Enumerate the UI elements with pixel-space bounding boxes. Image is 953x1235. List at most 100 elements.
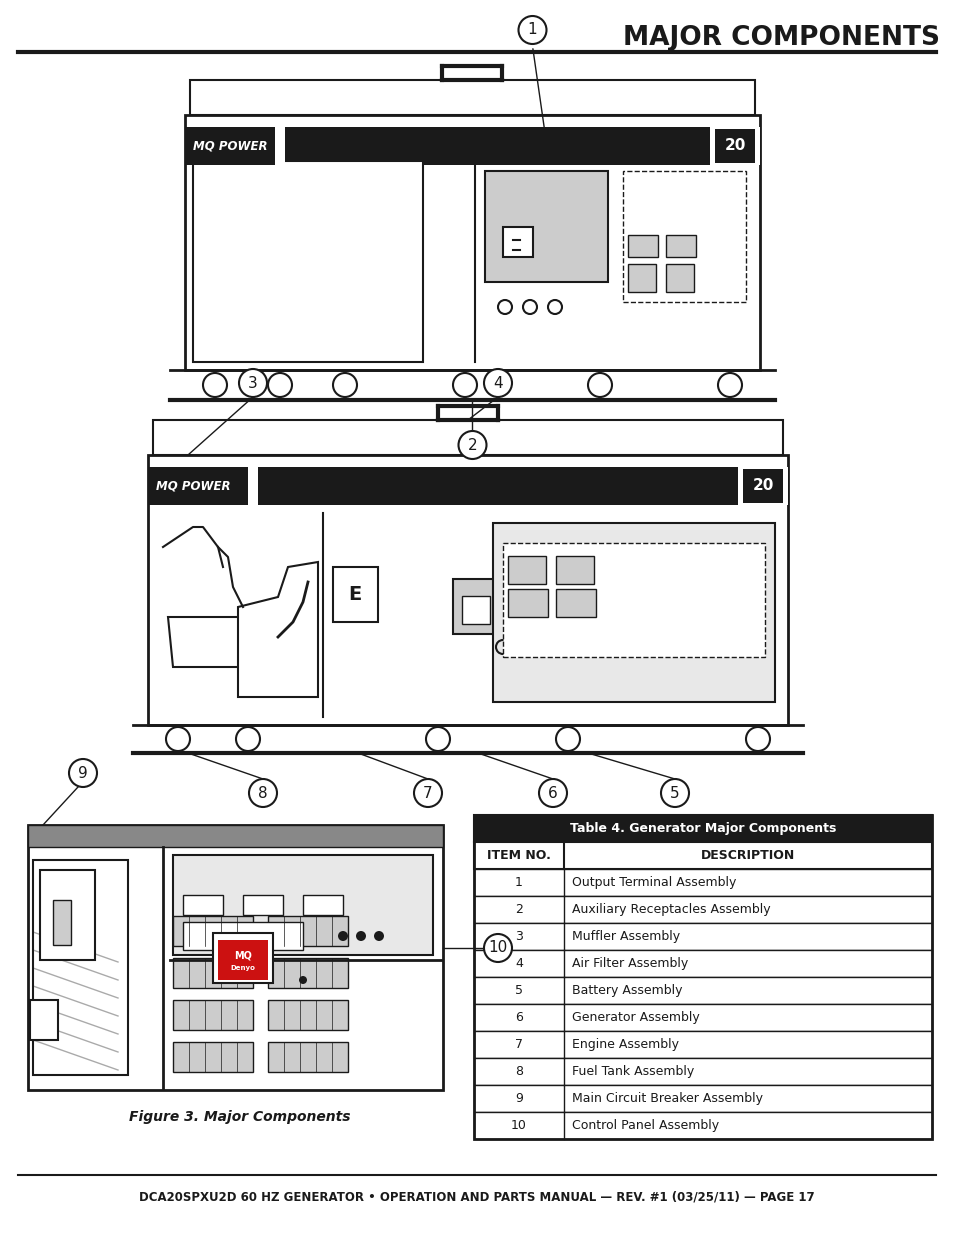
- Text: Battery Assembly: Battery Assembly: [572, 984, 681, 997]
- Bar: [148, 467, 248, 505]
- Bar: [190, 80, 754, 115]
- Bar: [268, 916, 348, 946]
- Polygon shape: [237, 562, 317, 697]
- Circle shape: [426, 727, 450, 751]
- Text: Table 4. Generator Major Components: Table 4. Generator Major Components: [569, 823, 836, 835]
- Bar: [474, 842, 931, 869]
- Bar: [193, 161, 422, 362]
- Text: ITEM NO.: ITEM NO.: [487, 848, 551, 862]
- Circle shape: [268, 373, 292, 396]
- Bar: [507, 589, 547, 618]
- Text: DESCRIPTION: DESCRIPTION: [700, 848, 794, 862]
- Bar: [148, 467, 787, 505]
- Circle shape: [745, 727, 769, 751]
- Circle shape: [483, 369, 512, 396]
- Circle shape: [458, 431, 486, 459]
- Bar: [268, 1042, 348, 1072]
- Bar: [33, 860, 128, 1074]
- Text: 8: 8: [258, 785, 268, 800]
- Bar: [148, 467, 257, 505]
- Bar: [172, 916, 253, 946]
- Bar: [268, 1000, 348, 1030]
- Bar: [183, 923, 303, 950]
- Bar: [152, 420, 782, 454]
- Text: Control Panel Assembly: Control Panel Assembly: [572, 1119, 719, 1132]
- Text: MQ POWER: MQ POWER: [156, 479, 231, 493]
- Bar: [474, 869, 931, 897]
- Bar: [218, 940, 268, 981]
- Bar: [268, 958, 348, 988]
- Bar: [493, 522, 774, 701]
- Text: Main Circuit Breaker Assembly: Main Circuit Breaker Assembly: [572, 1092, 762, 1105]
- Bar: [461, 597, 490, 624]
- Text: 20: 20: [723, 138, 745, 153]
- Bar: [185, 127, 285, 165]
- Bar: [30, 1000, 58, 1040]
- Circle shape: [337, 931, 348, 941]
- Bar: [474, 815, 931, 842]
- Circle shape: [453, 373, 476, 396]
- Bar: [484, 170, 607, 282]
- Bar: [474, 815, 931, 1139]
- Bar: [622, 170, 745, 303]
- Circle shape: [374, 931, 384, 941]
- Circle shape: [414, 779, 441, 806]
- Text: 5: 5: [670, 785, 679, 800]
- Bar: [507, 556, 545, 584]
- Bar: [665, 235, 696, 257]
- Text: 7: 7: [515, 1037, 522, 1051]
- Bar: [172, 1042, 253, 1072]
- Text: Fuel Tank Assembly: Fuel Tank Assembly: [572, 1065, 694, 1078]
- Bar: [665, 264, 693, 291]
- Bar: [453, 579, 497, 634]
- Bar: [148, 454, 787, 725]
- Circle shape: [355, 931, 366, 941]
- Text: 2: 2: [467, 437, 476, 452]
- Bar: [738, 467, 787, 505]
- Bar: [30, 848, 154, 1088]
- Bar: [172, 958, 253, 988]
- Text: 2: 2: [515, 903, 522, 916]
- Circle shape: [166, 727, 190, 751]
- Text: 9: 9: [515, 1092, 522, 1105]
- Text: Denyo: Denyo: [231, 965, 255, 971]
- Text: Figure 3. Major Components: Figure 3. Major Components: [129, 1110, 351, 1124]
- Bar: [183, 895, 223, 915]
- Bar: [502, 543, 764, 657]
- Circle shape: [483, 934, 512, 962]
- Text: Engine Assembly: Engine Assembly: [572, 1037, 679, 1051]
- Bar: [243, 895, 283, 915]
- Text: E: E: [348, 585, 361, 604]
- Circle shape: [249, 779, 276, 806]
- Bar: [185, 127, 274, 165]
- Bar: [40, 869, 95, 960]
- Text: 6: 6: [548, 785, 558, 800]
- Circle shape: [239, 369, 267, 396]
- Text: 9: 9: [78, 766, 88, 781]
- Circle shape: [718, 373, 741, 396]
- Polygon shape: [168, 618, 263, 667]
- Circle shape: [298, 976, 307, 984]
- Bar: [474, 923, 931, 950]
- Bar: [627, 264, 656, 291]
- Bar: [28, 825, 442, 847]
- Bar: [474, 897, 931, 923]
- Text: DCA20SPXU2D 60 HZ GENERATOR • OPERATION AND PARTS MANUAL — REV. #1 (03/25/11) — : DCA20SPXU2D 60 HZ GENERATOR • OPERATION …: [139, 1191, 814, 1203]
- Text: Auxiliary Receptacles Assembly: Auxiliary Receptacles Assembly: [572, 903, 770, 916]
- Bar: [556, 556, 594, 584]
- Bar: [185, 115, 760, 370]
- Circle shape: [556, 727, 579, 751]
- Bar: [172, 855, 433, 955]
- Bar: [627, 235, 658, 257]
- Text: 1: 1: [527, 22, 537, 37]
- Text: 3: 3: [515, 930, 522, 944]
- Bar: [53, 900, 71, 945]
- Text: 4: 4: [515, 957, 522, 969]
- Bar: [474, 1031, 931, 1058]
- Circle shape: [660, 779, 688, 806]
- Text: 10: 10: [488, 941, 507, 956]
- Bar: [556, 589, 596, 618]
- Text: 6: 6: [515, 1011, 522, 1024]
- Bar: [303, 895, 343, 915]
- Bar: [474, 1086, 931, 1112]
